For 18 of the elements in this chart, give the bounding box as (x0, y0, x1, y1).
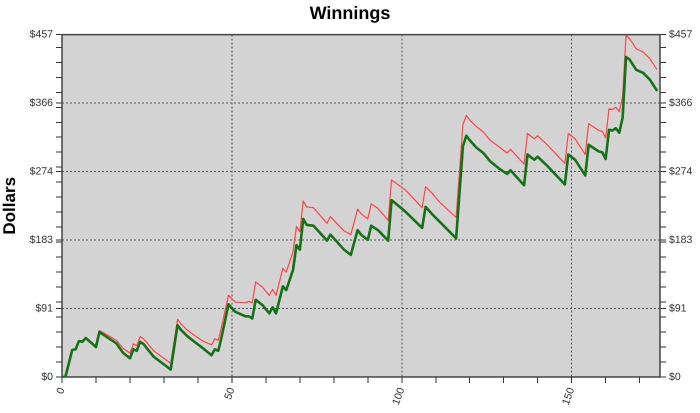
x-tick-label: 150 (560, 386, 578, 407)
y2-tick-label: $366 (669, 96, 693, 109)
y-tick-label: $366 (30, 96, 54, 109)
x-tick-label: 50 (223, 386, 238, 402)
y2-tick-label: $457 (669, 28, 693, 40)
y2-tick-label: $0 (669, 370, 681, 383)
y2-tick-label: $91 (669, 302, 687, 314)
y-tick-label: $183 (30, 234, 54, 246)
chart-title: Winnings (310, 2, 390, 23)
y2-tick-label: $274 (669, 165, 693, 178)
y-tick-label: $91 (35, 302, 54, 314)
y-axis-title: Dollars (0, 176, 19, 235)
y-tick-label: $274 (30, 165, 54, 178)
y-tick-label: $457 (30, 28, 54, 40)
y2-tick-label: $183 (669, 234, 693, 246)
x-tick-label: 0 (55, 386, 68, 396)
y-tick-label: $0 (41, 370, 54, 383)
x-tick-label: 100 (390, 386, 408, 407)
